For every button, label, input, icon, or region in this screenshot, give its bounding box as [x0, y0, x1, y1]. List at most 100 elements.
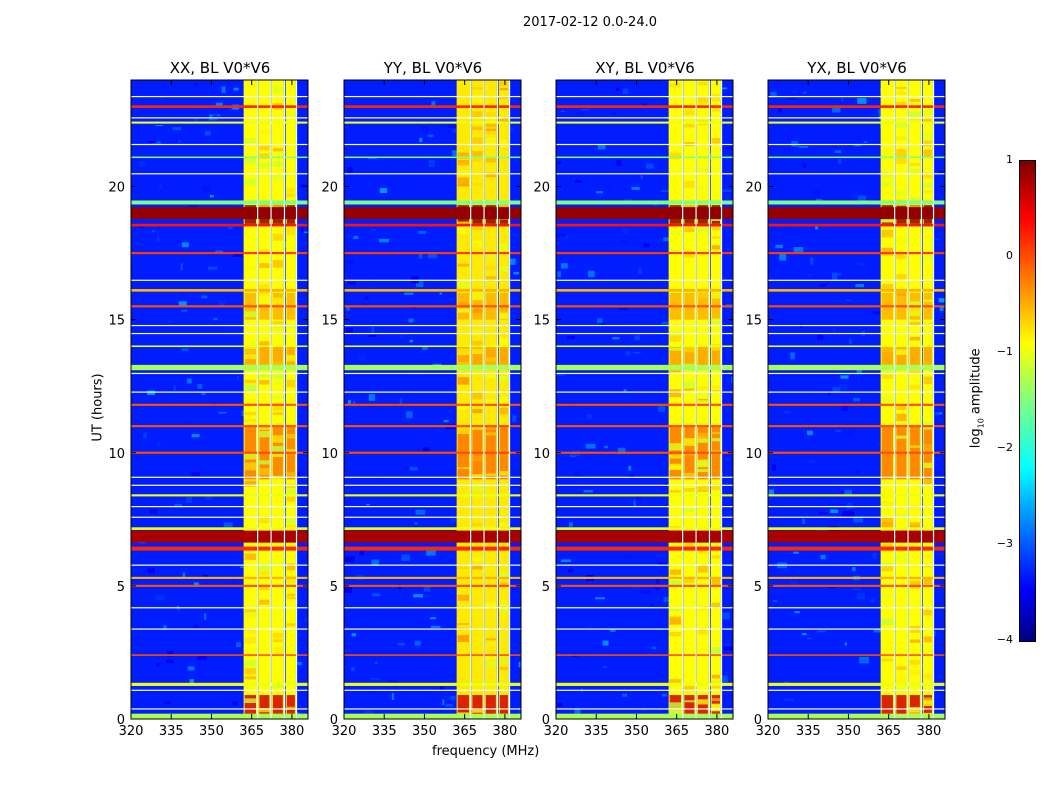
flagged-row [131, 95, 308, 98]
rfi-row [556, 156, 733, 159]
flagged-row [131, 143, 308, 146]
band-patch [909, 307, 920, 311]
noise-cell [422, 447, 429, 452]
band-patch [272, 297, 283, 305]
noise-cell [431, 101, 436, 107]
noise-cell [603, 183, 612, 190]
noise-cell [404, 292, 414, 295]
noise-cell [602, 665, 607, 668]
noise-cell [422, 121, 428, 127]
rfi-row [344, 223, 521, 227]
band-patch [896, 413, 907, 422]
rfi-row [344, 289, 521, 292]
noise-cell [628, 474, 635, 479]
band-patch [669, 230, 682, 234]
band-patch [923, 254, 932, 260]
band-patch [669, 465, 682, 470]
band-patch [272, 562, 283, 567]
noise-cell [588, 270, 595, 278]
noise-cell [401, 639, 405, 641]
band-patch [259, 374, 270, 377]
band-patch [923, 700, 932, 707]
noise-cell [615, 87, 620, 92]
band-patch [259, 707, 270, 713]
band-patch [244, 379, 257, 384]
band-patch [711, 602, 720, 608]
band-patch [923, 553, 932, 558]
noise-cell [346, 260, 355, 264]
band-patch [684, 227, 695, 232]
noise-cell [939, 412, 943, 415]
x-tick-label: 380 [492, 724, 517, 739]
band-patch [259, 290, 270, 296]
band-gap [295, 80, 298, 719]
noise-cell [508, 127, 515, 132]
noise-cell [727, 350, 732, 357]
rfi-row [344, 451, 521, 454]
band-patch [669, 617, 682, 625]
band-patch [669, 679, 682, 686]
band-patch [499, 305, 508, 311]
band-gap [894, 80, 896, 719]
band-patch [272, 395, 283, 399]
noise-cell [359, 549, 365, 556]
band-patch [896, 514, 907, 518]
rfi-row [556, 251, 733, 255]
rfi-row [556, 425, 733, 428]
noise-cell [209, 194, 214, 198]
band-patch [499, 266, 508, 272]
noise-cell [212, 114, 218, 119]
noise-cell [583, 490, 594, 493]
noise-cell [718, 675, 728, 683]
band-patch [485, 661, 496, 667]
rfi-row [131, 121, 308, 124]
noise-cell [783, 410, 792, 414]
noise-cell [616, 159, 622, 167]
noise-cell [855, 470, 859, 474]
noise-cell [722, 612, 730, 620]
band-patch [923, 322, 932, 325]
noise-cell [663, 597, 673, 602]
noise-cell [873, 628, 882, 633]
band-patch [669, 608, 682, 612]
band-patch [457, 566, 470, 570]
band-patch [499, 346, 508, 365]
flagged-row [768, 324, 945, 327]
noise-cell [660, 190, 671, 192]
rfi-row [131, 682, 308, 686]
noise-cell [560, 110, 565, 112]
band-patch [711, 674, 720, 679]
band-patch [697, 485, 708, 491]
flagged-row [131, 391, 308, 393]
flagged-row [556, 95, 733, 98]
noise-cell [511, 589, 515, 591]
band-patch [684, 122, 695, 128]
noise-cell [150, 509, 158, 514]
band-patch [485, 602, 496, 608]
noise-cell [839, 383, 848, 391]
band-patch [499, 523, 508, 527]
noise-cell [372, 593, 381, 597]
band-patch [485, 427, 496, 430]
noise-cell [181, 348, 189, 352]
band-patch [711, 577, 720, 585]
band-patch [669, 490, 682, 493]
rfi-row [344, 403, 521, 406]
rfi-row [556, 200, 733, 205]
noise-cell [157, 442, 161, 447]
band-patch [923, 299, 932, 303]
noise-cell [212, 402, 218, 405]
band-patch [472, 240, 483, 247]
rfi-row [131, 289, 308, 292]
x-tick-label: 380 [916, 724, 941, 739]
rfi-row [556, 289, 733, 292]
noise-cell [347, 281, 356, 285]
band-patch [272, 695, 283, 716]
band-patch [684, 247, 695, 252]
rfi-row [344, 105, 521, 108]
noise-cell [140, 351, 147, 354]
rfi-row [131, 207, 308, 220]
band-patch [457, 625, 470, 628]
band-patch [259, 380, 270, 385]
noise-cell [147, 390, 156, 395]
